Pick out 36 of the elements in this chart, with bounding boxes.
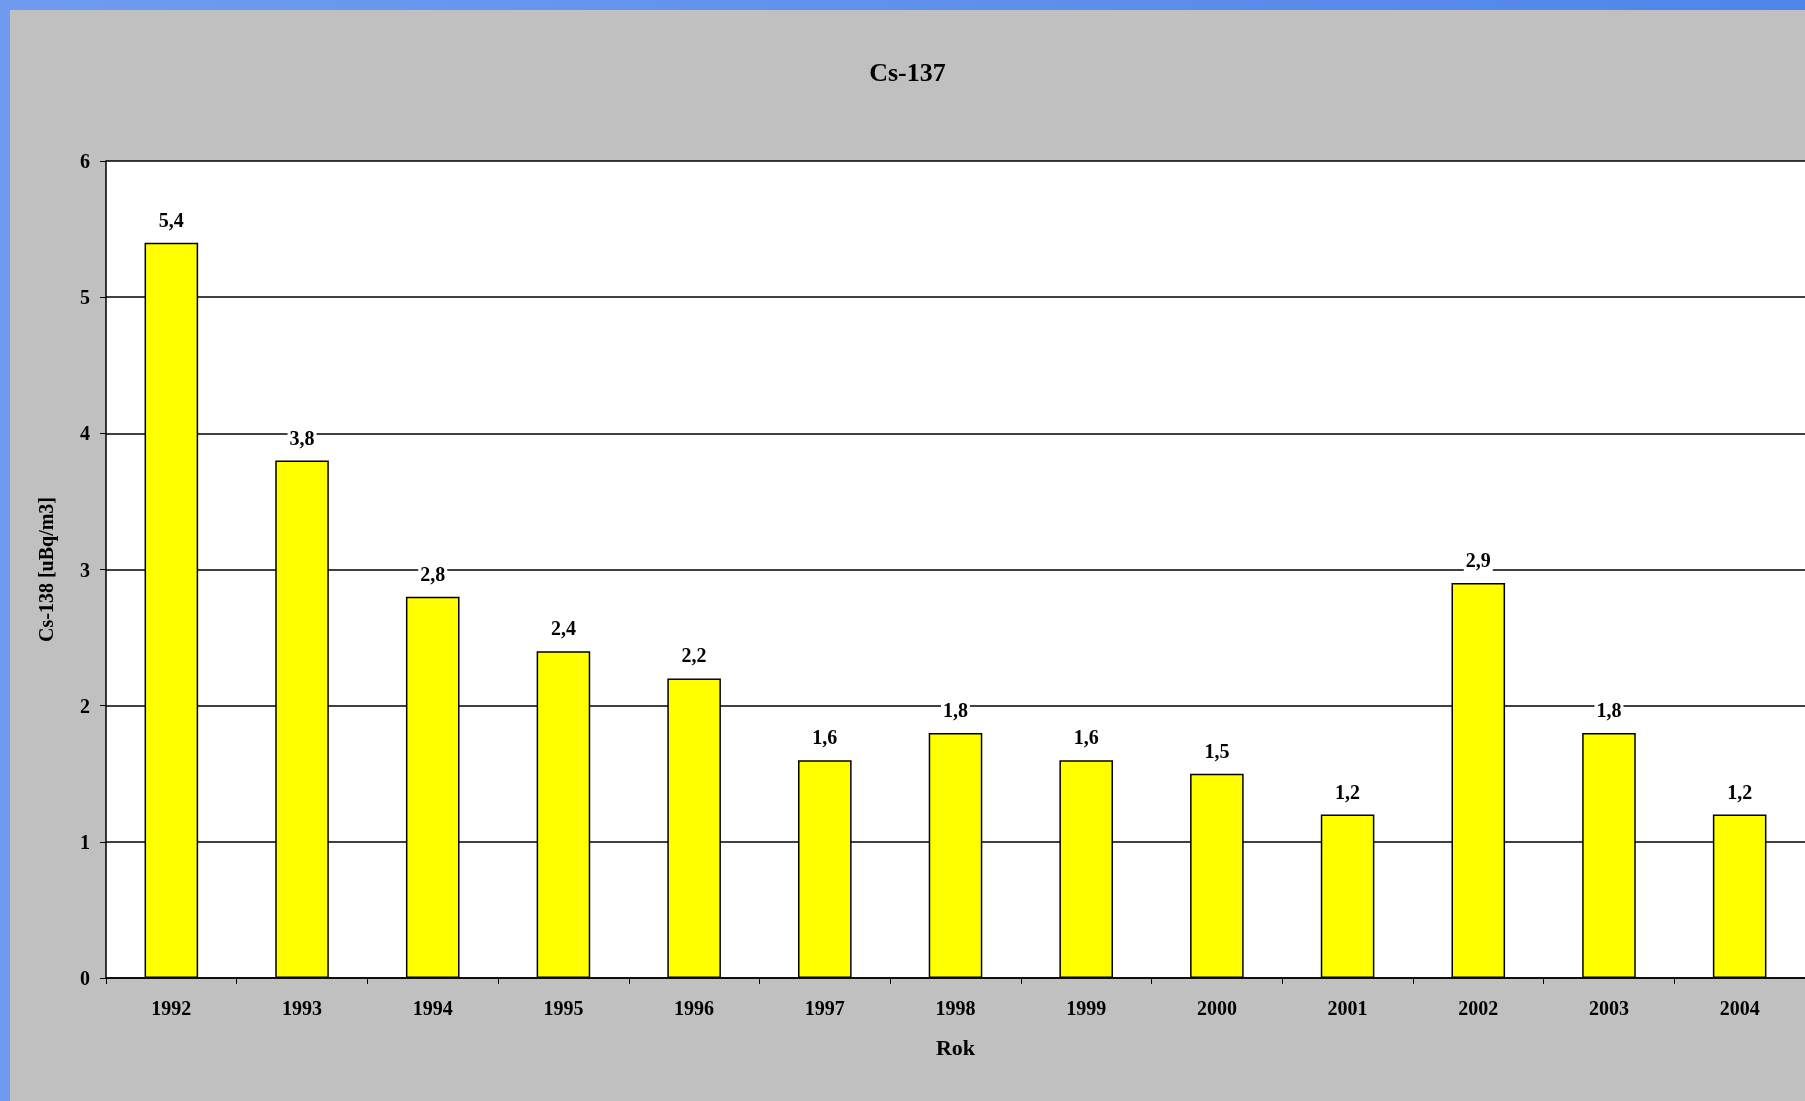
data-label: 2,4 [550,617,576,640]
chart-title: Cs-137 [869,57,946,87]
y-tick-label: 4 [80,422,90,445]
x-axis-title: Rok [935,1034,976,1060]
data-label: 1,5 [1204,739,1230,762]
x-tick-label: 2003 [1588,997,1629,1019]
data-label: 5,4 [158,208,184,231]
data-label: 1,2 [1727,780,1753,803]
y-tick-label: 3 [80,558,90,581]
data-label: 2,2 [681,644,707,667]
y-tick-label: 6 [80,150,90,172]
y-tick-label: 2 [80,694,90,717]
y-tick-label: 1 [80,830,90,853]
x-tick-label: 1992 [151,997,192,1019]
x-tick-label: 2000 [1196,997,1237,1019]
x-tick-label: 1999 [1066,997,1107,1019]
data-label: 1,8 [1596,698,1622,721]
x-tick-label: 1993 [282,997,323,1019]
y-tick-label: 0 [80,967,90,989]
data-label: 1,6 [812,726,838,749]
x-tick-label: 1996 [674,997,715,1019]
x-tick-label: 1998 [935,997,976,1019]
y-tick-label: 5 [80,286,90,309]
data-label: 1,6 [1073,726,1099,749]
data-label: 2,9 [1465,549,1491,572]
x-tick-label: 1994 [412,997,453,1019]
x-tick-label: 1995 [543,997,584,1019]
x-tick-label: 2002 [1458,997,1499,1019]
y-axis-title: Cs-138 [uBq/m3] [35,496,58,643]
data-label: 1,8 [943,698,968,721]
data-label: 3,8 [289,426,315,449]
data-label: 2,8 [420,562,446,585]
x-tick-label: 2004 [1719,997,1760,1019]
data-label: 1,2 [1335,780,1361,803]
x-tick-label: 1997 [804,997,845,1019]
x-tick-label: 2001 [1327,997,1368,1019]
